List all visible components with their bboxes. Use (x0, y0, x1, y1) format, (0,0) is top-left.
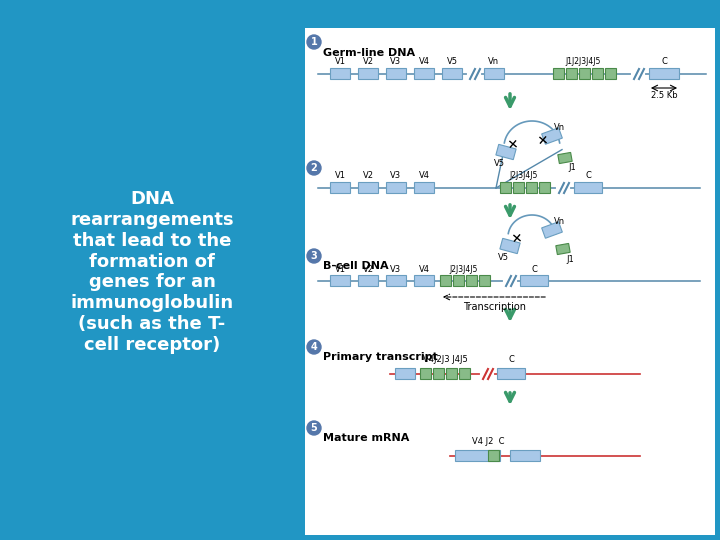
Bar (358, 68, 378, 79)
Text: C: C (508, 355, 514, 364)
Bar (414, 68, 434, 79)
Text: Germ-line DNA: Germ-line DNA (323, 48, 415, 58)
Bar (649, 68, 679, 79)
Bar (358, 275, 378, 286)
Bar (386, 182, 406, 193)
Bar (446, 368, 457, 379)
Polygon shape (558, 152, 572, 164)
Bar (455, 450, 500, 461)
Text: V4J2J3 J4J5: V4J2J3 J4J5 (423, 355, 467, 364)
Text: V3: V3 (390, 57, 402, 66)
Circle shape (307, 35, 321, 49)
Text: V1: V1 (335, 172, 346, 180)
Bar (520, 275, 548, 286)
Bar (566, 68, 577, 79)
Bar (358, 182, 378, 193)
Bar (386, 68, 406, 79)
Bar (433, 368, 444, 379)
Polygon shape (500, 238, 520, 254)
Text: Primary transcript: Primary transcript (323, 352, 438, 362)
Bar (479, 275, 490, 286)
Text: V4: V4 (418, 57, 430, 66)
Bar (305, 28, 715, 535)
Text: DNA
rearrangements
that lead to the
formation of
genes for an
immunoglobulin
(su: DNA rearrangements that lead to the form… (70, 190, 234, 354)
Bar (592, 68, 603, 79)
Bar (466, 275, 477, 286)
Bar (420, 368, 431, 379)
Text: V4 J2  C: V4 J2 C (472, 437, 504, 447)
Text: Vn: Vn (554, 218, 566, 226)
Bar (539, 182, 550, 193)
Text: V2: V2 (362, 172, 374, 180)
Bar (386, 275, 406, 286)
Text: V1: V1 (335, 265, 346, 273)
Text: Vn: Vn (554, 123, 566, 132)
Bar (513, 182, 524, 193)
Polygon shape (541, 128, 562, 144)
Bar (330, 68, 350, 79)
Bar (510, 450, 540, 461)
Text: 5: 5 (310, 423, 318, 433)
Circle shape (307, 421, 321, 435)
Bar (526, 182, 537, 193)
Text: 2: 2 (310, 163, 318, 173)
Text: V3: V3 (390, 265, 402, 273)
Text: Vn: Vn (488, 57, 500, 66)
Text: V1: V1 (335, 57, 346, 66)
Text: Mature mRNA: Mature mRNA (323, 433, 410, 443)
Text: J1: J1 (566, 254, 574, 264)
Bar (414, 182, 434, 193)
Bar (484, 68, 504, 79)
Bar (395, 368, 415, 379)
Bar (442, 68, 462, 79)
Text: V5: V5 (498, 253, 508, 261)
Bar (574, 182, 602, 193)
Text: J1J2J3J4J5: J1J2J3J4J5 (566, 57, 601, 66)
Text: V5: V5 (493, 159, 505, 168)
Text: V4: V4 (418, 172, 430, 180)
Polygon shape (556, 244, 570, 254)
Text: V2: V2 (362, 265, 374, 273)
Circle shape (307, 249, 321, 263)
Text: V3: V3 (390, 172, 402, 180)
Bar (497, 368, 525, 379)
Bar (459, 368, 470, 379)
Text: 1: 1 (310, 37, 318, 47)
Bar (330, 275, 350, 286)
Bar (488, 450, 499, 461)
Text: 2.5 Kb: 2.5 Kb (651, 91, 678, 100)
Bar (605, 68, 616, 79)
Bar (414, 275, 434, 286)
Bar (440, 275, 451, 286)
Text: C: C (585, 172, 591, 180)
Text: C: C (661, 57, 667, 66)
Text: J2J3J4J5: J2J3J4J5 (510, 172, 538, 180)
Text: 4: 4 (310, 342, 318, 352)
Text: C: C (531, 265, 537, 273)
Text: V2: V2 (362, 57, 374, 66)
Text: V5: V5 (446, 57, 457, 66)
Polygon shape (541, 222, 562, 238)
Bar (330, 182, 350, 193)
Text: J2J3J4J5: J2J3J4J5 (450, 265, 478, 273)
Bar (500, 182, 511, 193)
Text: Transcription: Transcription (464, 302, 526, 312)
Bar (579, 68, 590, 79)
Bar (453, 275, 464, 286)
Circle shape (307, 340, 321, 354)
Text: B-cell DNA: B-cell DNA (323, 261, 389, 271)
Text: 3: 3 (310, 251, 318, 261)
Text: J1: J1 (568, 163, 576, 172)
Text: V4: V4 (418, 265, 430, 273)
Bar (553, 68, 564, 79)
Circle shape (307, 161, 321, 175)
Polygon shape (496, 144, 516, 160)
